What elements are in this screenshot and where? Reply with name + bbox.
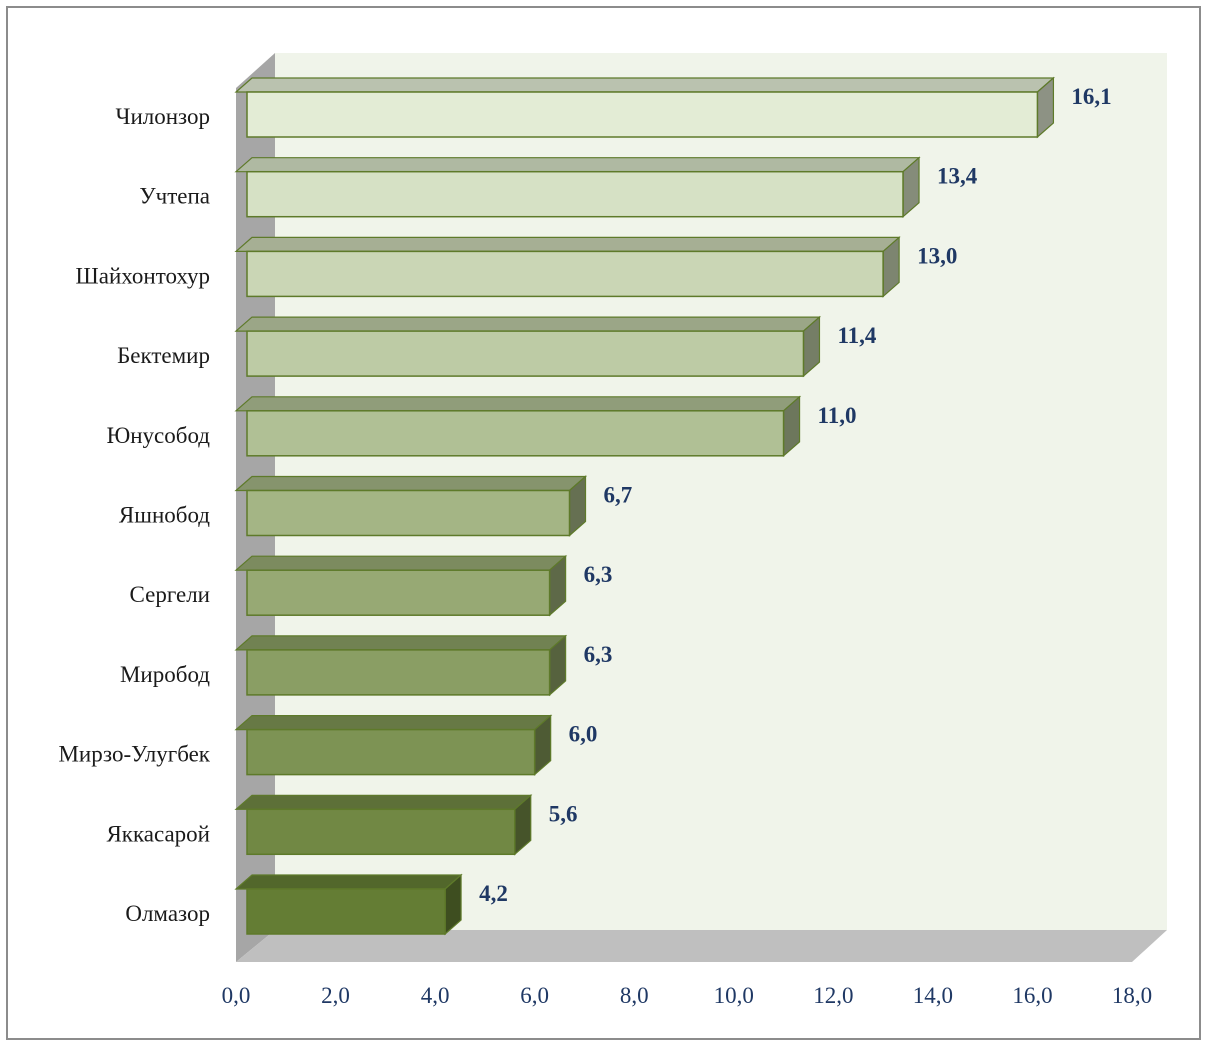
bar-2 <box>234 156 921 219</box>
category-label-1: Чилонзор <box>116 104 211 129</box>
category-label-7: Сергели <box>130 582 210 607</box>
category-label-3: Шайхонтохур <box>76 263 210 288</box>
bar-top-face <box>234 635 568 651</box>
bar-3 <box>234 236 901 298</box>
x-tick-label-2: 2,0 <box>321 983 350 1008</box>
bar-top-face <box>234 316 822 332</box>
x-tick-label-1: 0,0 <box>222 983 251 1008</box>
bar-top-face <box>234 714 553 731</box>
bar-11 <box>234 873 463 936</box>
bar-front-face <box>246 91 1039 138</box>
bar-9 <box>234 714 553 776</box>
bar-top-face <box>234 157 921 173</box>
bar-8 <box>234 634 568 697</box>
category-label-6: Яшнобод <box>119 503 210 528</box>
value-label-8: 6,3 <box>584 642 613 667</box>
value-label-11: 4,2 <box>479 881 508 906</box>
value-label-2: 13,4 <box>937 164 978 189</box>
x-tick-label-6: 10,0 <box>714 983 754 1008</box>
bar-front-face <box>246 489 571 537</box>
x-tick-label-7: 12,0 <box>813 983 853 1008</box>
bar-1 <box>234 76 1056 139</box>
bar-4 <box>234 315 822 378</box>
value-label-4: 11,4 <box>837 323 876 348</box>
bar-front-face <box>246 728 536 776</box>
bar-front-face <box>246 410 785 457</box>
bar-6 <box>234 475 588 537</box>
category-label-11: Олмазор <box>125 901 210 926</box>
value-label-3: 13,0 <box>917 243 957 268</box>
bar-top-face <box>234 874 463 890</box>
value-label-1: 16,1 <box>1071 84 1111 109</box>
x-tick-label-9: 16,0 <box>1012 983 1052 1008</box>
x-tick-label-10: 18,0 <box>1112 983 1152 1008</box>
x-tick-labels-group: 0,0 2,0 4,0 6,0 8,0 10,0 12,0 14,0 16,0 18,0 <box>222 983 1153 1008</box>
bar-top-face <box>234 77 1056 93</box>
value-label-7: 6,3 <box>584 562 613 587</box>
bar-top-face <box>234 475 588 492</box>
value-labels-group: 16,1 13,4 13,0 11,4 11,0 6,7 6,3 6,3 6,0 5,6 4,2 <box>479 84 1112 906</box>
bar-7 <box>234 554 568 617</box>
bar-front-face <box>246 250 884 298</box>
bars-group <box>234 76 1056 936</box>
category-label-9: Мирзо-Улугбек <box>58 742 210 767</box>
bar-top-face <box>234 794 533 810</box>
bar-front-face <box>246 170 904 218</box>
value-label-9: 6,0 <box>569 722 598 747</box>
value-label-10: 5,6 <box>549 801 578 826</box>
x-tick-label-8: 14,0 <box>913 983 953 1008</box>
bar-5 <box>234 395 802 458</box>
bar-top-face <box>234 396 802 412</box>
bar-top-face <box>234 555 568 571</box>
bar-top-face <box>234 236 901 252</box>
bar-front-face <box>246 330 805 377</box>
value-label-6: 6,7 <box>604 483 633 508</box>
bar-front-face <box>246 569 551 616</box>
category-label-8: Миробод <box>120 662 210 687</box>
bar-front-face <box>246 888 446 935</box>
x-tick-label-5: 8,0 <box>620 983 649 1008</box>
bar-10 <box>234 793 533 856</box>
value-label-5: 11,0 <box>818 403 857 428</box>
plot-floor <box>236 930 1167 962</box>
bar-front-face <box>246 649 551 696</box>
category-label-10: Яккасарой <box>106 821 210 846</box>
category-label-5: Юнусобод <box>107 423 211 448</box>
x-tick-label-4: 6,0 <box>520 983 549 1008</box>
category-label-4: Бектемир <box>117 343 210 368</box>
category-labels-group: Чилонзор Учтепа Шайхонтохур Бектемир Юнусобо… <box>58 104 210 926</box>
bar-front-face <box>246 808 516 856</box>
x-tick-label-3: 4,0 <box>421 983 450 1008</box>
category-label-2: Учтепа <box>139 184 210 209</box>
